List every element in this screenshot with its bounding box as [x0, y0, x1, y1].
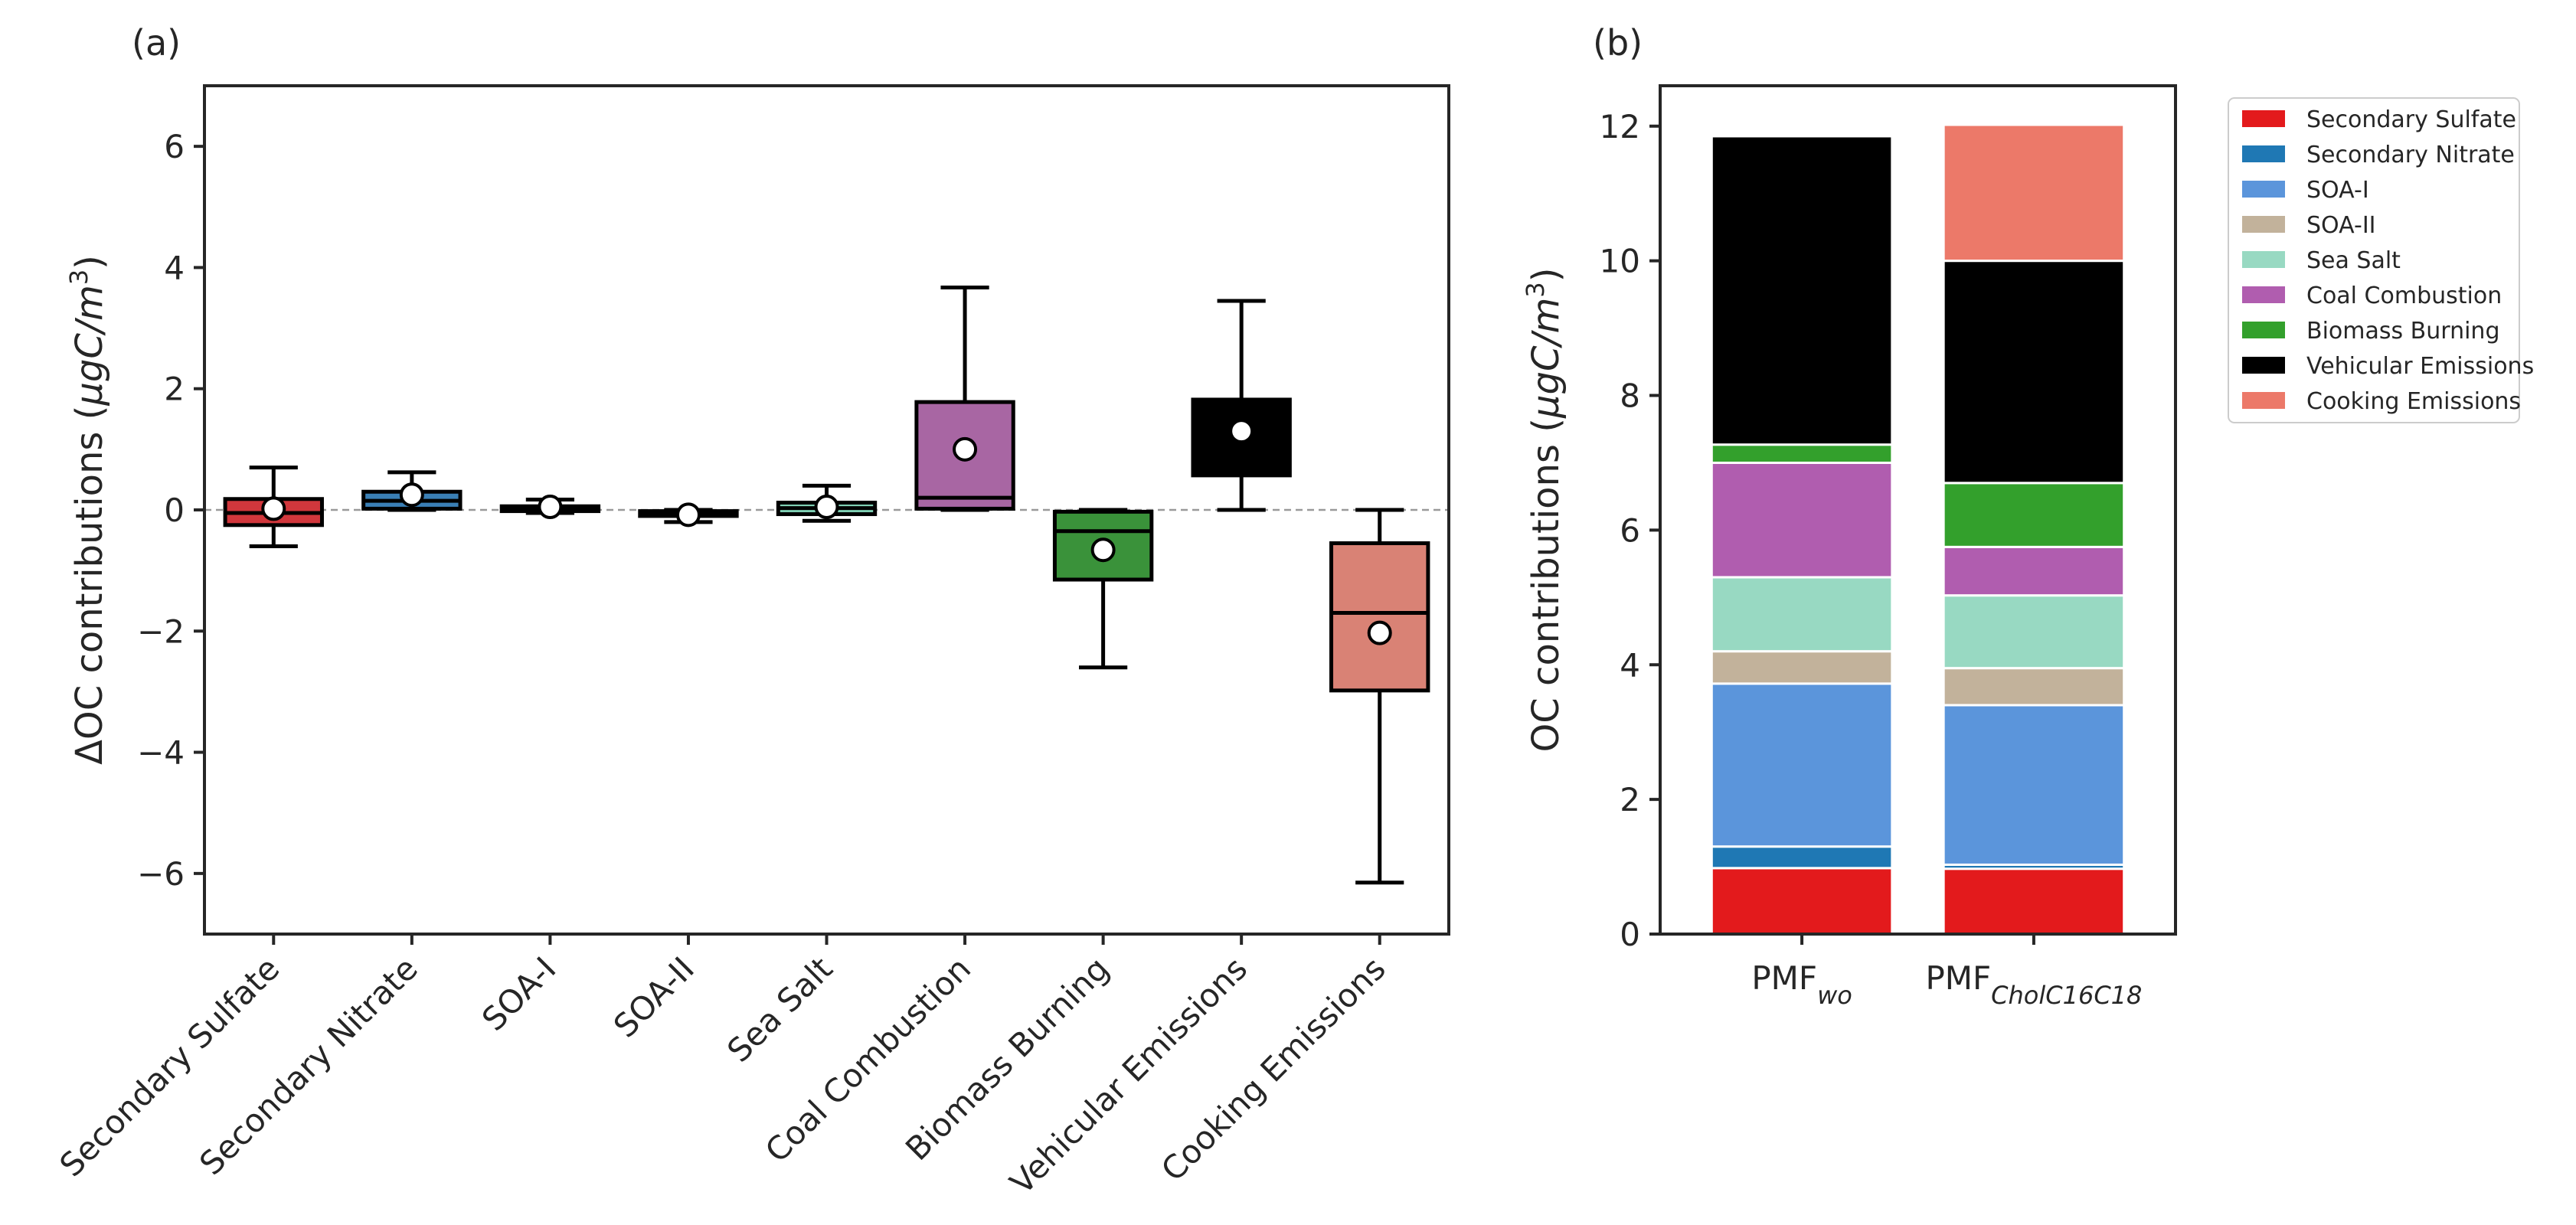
bar-segment-vehicular-emissions — [1942, 260, 2126, 485]
mean-marker — [1090, 537, 1116, 563]
x-tick-label: Cooking Emissions — [1154, 949, 1393, 1188]
legend-frame — [2228, 97, 2520, 423]
legend-swatch — [2242, 322, 2285, 338]
box-sea-salt — [776, 483, 878, 523]
legend-item-coal-combustion: Coal Combustion — [2242, 283, 2502, 309]
legend-swatch — [2242, 392, 2285, 409]
bar-segment-soa-i — [1942, 704, 2126, 866]
legend-label: Sea Salt — [2306, 247, 2401, 274]
box-vehicular-emissions — [1191, 299, 1292, 512]
legend-label: Vehicular Emissions — [2306, 353, 2534, 380]
legend-label: Biomass Burning — [2306, 318, 2499, 345]
x-tick-label: Sea Salt — [720, 949, 839, 1069]
bar-segment-secondary-nitrate — [1710, 845, 1894, 870]
mean-marker — [399, 482, 424, 508]
mean-marker — [675, 502, 701, 528]
mean-marker — [953, 436, 978, 462]
y-tick-label: 2 — [1620, 781, 1640, 818]
mean-marker — [814, 495, 839, 520]
legend-swatch — [2242, 145, 2285, 162]
panel-b-frame — [1659, 84, 2177, 936]
bar-segment-biomass-burning — [1710, 443, 1894, 464]
legend-swatch — [2242, 286, 2285, 303]
bar-segment-soa-ii — [1942, 667, 2126, 707]
legend-item-secondary-nitrate: Secondary Nitrate — [2242, 142, 2515, 168]
y-tick-label: 4 — [1620, 646, 1640, 684]
panel-a-y-axis-label: ΔOC contributions (μgC/m3) — [64, 255, 111, 765]
legend-item-secondary-sulfate: Secondary Sulfate — [2242, 106, 2516, 133]
y-tick-label: 2 — [164, 371, 185, 408]
legend-label: Coal Combustion — [2306, 283, 2502, 309]
legend-swatch — [2242, 110, 2285, 127]
y-tick-label: 6 — [164, 128, 185, 165]
bar-segment-vehicular-emissions — [1710, 135, 1894, 446]
bar-segment-soa-i — [1710, 682, 1894, 848]
panel-b-label: (b) — [1593, 22, 1643, 64]
legend-label: SOA-II — [2306, 212, 2376, 239]
y-tick-label: −6 — [137, 855, 185, 893]
bar-segment-coal-combustion — [1710, 461, 1894, 579]
bar-segment-sea-salt — [1942, 594, 2126, 670]
bar-segment-soa-ii — [1710, 650, 1894, 685]
x-tick-label: SOA-II — [606, 949, 701, 1044]
x-tick-label: Vehicular Emissions — [1002, 949, 1254, 1201]
legend-label: SOA-I — [2306, 177, 2369, 204]
legend-item-soa-ii: SOA-II — [2242, 212, 2376, 239]
legend: Secondary Sulfate Secondary Nitrate SOA-I S… — [2228, 97, 2534, 423]
legend-item-vehicular-emissions: Vehicular Emissions — [2242, 353, 2534, 380]
legend-item-cooking-emissions: Cooking Emissions — [2242, 388, 2521, 415]
box-secondary-sulfate — [223, 466, 324, 548]
legend-item-sea-salt: Sea Salt — [2242, 247, 2401, 274]
y-tick-label: −2 — [137, 612, 185, 650]
y-tick-label: −4 — [137, 734, 185, 772]
bar-segment-secondary-sulfate — [1942, 867, 2126, 936]
box-soa-i — [499, 495, 601, 520]
legend-swatch — [2242, 357, 2285, 374]
box-coal-combustion — [914, 286, 1015, 512]
bar-segment-secondary-sulfate — [1710, 867, 1894, 936]
y-tick-label: 0 — [1620, 916, 1640, 953]
y-tick-label: 0 — [164, 492, 185, 529]
x-tick-label: PMFCholC16C18 — [1925, 959, 2142, 1010]
box-biomass-burning — [1052, 508, 1154, 670]
bar-segment-cooking-emissions — [1942, 123, 2126, 263]
mean-marker — [1229, 419, 1254, 444]
legend-item-biomass-burning: Biomass Burning — [2242, 318, 2499, 345]
legend-item-soa-i: SOA-I — [2242, 177, 2369, 204]
legend-swatch — [2242, 181, 2285, 198]
x-tick-label: PMFwo — [1751, 959, 1852, 1010]
panel-b-stacked-bar: 0 2 4 6 8 10 12 PMFwo PMFCholC16C18 OC contribu… — [1521, 84, 2177, 1010]
bar-segment-biomass-burning — [1942, 482, 2126, 548]
panel-a-label: (a) — [132, 22, 181, 64]
panel-b-y-axis-label: OC contributions (μgC/m3) — [1521, 268, 1568, 753]
y-tick-label: 12 — [1600, 108, 1640, 145]
box-soa-ii — [638, 502, 739, 528]
y-tick-label: 10 — [1600, 243, 1640, 280]
y-tick-label: 4 — [164, 249, 185, 286]
legend-label: Secondary Sulfate — [2306, 106, 2516, 133]
bar-segment-sea-salt — [1710, 576, 1894, 653]
legend-swatch — [2242, 216, 2285, 233]
mean-marker — [261, 496, 286, 521]
y-tick-label: 8 — [1620, 377, 1640, 415]
legend-label: Cooking Emissions — [2306, 388, 2521, 415]
box-cooking-emissions — [1329, 508, 1430, 885]
bar-segment-coal-combustion — [1942, 545, 2126, 597]
x-tick-label: SOA-I — [475, 949, 564, 1038]
mean-marker — [538, 495, 563, 520]
stacked-bar-wo — [1710, 135, 1894, 936]
stacked-bar-cholc16c18 — [1942, 123, 2126, 936]
box-secondary-nitrate — [361, 470, 463, 512]
mean-marker — [1367, 620, 1392, 645]
box-iqr — [1329, 541, 1430, 693]
legend-swatch — [2242, 251, 2285, 268]
y-tick-label: 6 — [1620, 511, 1640, 549]
legend-label: Secondary Nitrate — [2306, 142, 2515, 168]
